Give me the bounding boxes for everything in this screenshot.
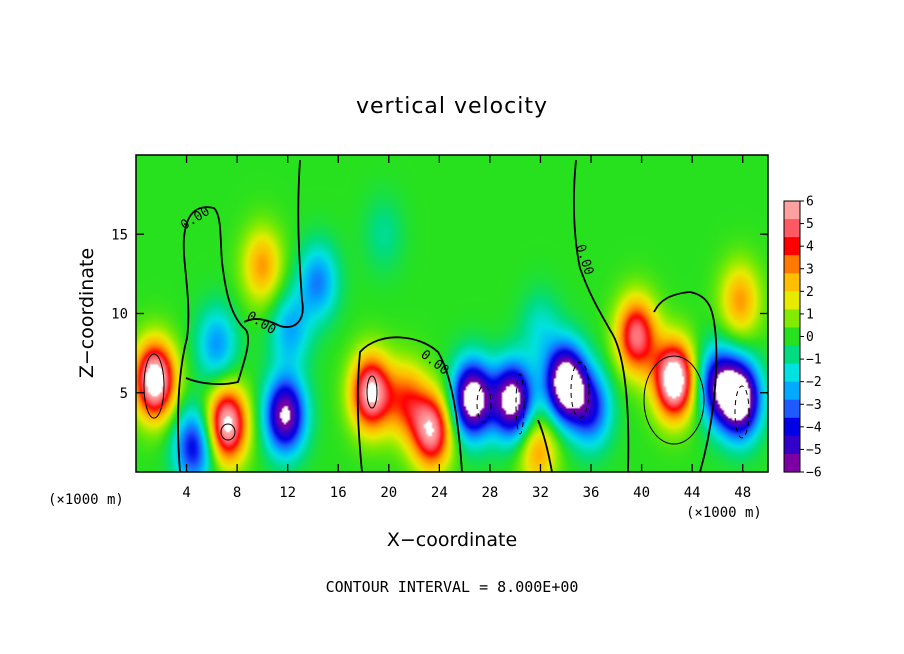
colorbar-swatch [784,363,800,383]
x-axis-label: X−coordinate [387,529,517,551]
colorbar-label: 1 [806,307,814,322]
y-tick-label: 10 [111,307,128,323]
colorbar-label: −1 [806,353,822,368]
colorbar-swatch [784,273,800,292]
colorbar-label: −5 [806,443,822,458]
colorbar-label: 4 [806,240,814,255]
contour-zero-5 [653,291,718,473]
colorbar-label: 0 [806,330,814,345]
colorbar-swatch [784,201,800,220]
colorbar-label: 3 [806,262,814,277]
colorbar-label: −3 [806,398,822,413]
x-tick-label: 20 [380,485,397,501]
contour-positive-2 [643,355,705,445]
colorbar-swatch [784,309,800,329]
heatmap-field [136,155,768,472]
x-tick-label: 8 [233,485,241,501]
x-tick-label: 16 [330,485,347,501]
colorbar-label: 5 [806,217,814,232]
colorbar-swatch [784,327,800,347]
contour-negative-2 [515,373,525,435]
x-axis-ticks: 4 8 12 16 20 24 28 32 36 40 44 48 [182,155,751,501]
colorbar-swatch [784,237,800,256]
contour-zero-3 [356,336,463,473]
y-tick-label: 5 [120,386,128,402]
x-tick-label: 12 [279,485,296,501]
y-axis-ticks: 5 10 15 [111,227,768,402]
contour-positive-1 [143,353,165,419]
colorbar-label: 6 [806,195,814,210]
y-axis-label: Z−coordinate [76,248,98,378]
colorbar-swatch [784,345,800,365]
colorbar-swatch [784,219,800,238]
y-tick-label: 15 [111,227,128,243]
colorbar-label: −2 [806,375,822,390]
colorbar: 6 5 4 3 2 1 0 −1 −2 −3 −4 −5 −6 [783,195,822,481]
colorbar-label: 2 [806,285,814,300]
contour-negative-1 [570,361,590,419]
colorbar-swatch [784,453,800,473]
colorbar-swatch [784,381,800,401]
x-tick-label: 44 [684,485,701,501]
contour-positive-3 [220,423,236,441]
contour-zero-1 [177,206,250,473]
x-unit-left: (×1000 m) [48,492,124,508]
contour-zero-2 [243,159,304,328]
plot-area: 0.00 0.00 0.00 0.00 4 8 12 16 20 24 28 32 36 40 44… [111,154,769,501]
colorbar-swatch [784,435,800,455]
x-tick-label: 48 [734,485,751,501]
colorbar-swatch [784,255,800,274]
colorbar-label: −6 [806,466,822,481]
chart-title: vertical velocity [356,94,548,119]
contour-negative-4 [734,385,750,439]
colorbar-label: −4 [806,420,822,435]
contour-interval-note: CONTOUR INTERVAL = 8.000E+00 [326,578,579,596]
contour-positive-4 [366,375,378,409]
contour-negative-3 [476,385,492,423]
x-unit-right: (×1000 m) [686,505,762,521]
colorbar-swatch [784,399,800,419]
colorbar-swatch [784,417,800,437]
x-tick-label: 40 [633,485,650,501]
colorbar-swatch [784,291,800,310]
x-tick-label: 4 [182,485,190,501]
x-tick-label: 32 [532,485,549,501]
contour-zero-6 [537,419,553,473]
x-tick-label: 28 [481,485,498,501]
contour-zero-4 [573,159,630,473]
x-tick-label: 24 [431,485,448,501]
x-tick-label: 36 [583,485,600,501]
